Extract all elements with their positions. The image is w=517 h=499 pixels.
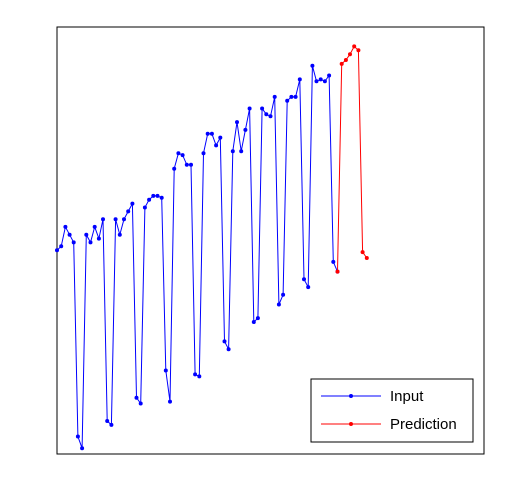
data-point-input — [130, 201, 135, 206]
data-point-input — [189, 162, 193, 167]
series-layer — [55, 44, 369, 451]
data-point-input — [209, 131, 214, 136]
data-point-input — [172, 166, 177, 171]
data-point-input — [230, 149, 235, 154]
data-point-input — [243, 127, 248, 132]
data-point-prediction — [335, 269, 340, 274]
legend-box — [310, 378, 474, 443]
data-point-prediction — [360, 250, 365, 255]
data-point-input — [201, 151, 206, 156]
data-point-input — [142, 205, 147, 210]
data-point-input — [235, 120, 239, 125]
data-point-input — [80, 446, 85, 451]
data-point-input — [59, 244, 64, 249]
data-point-input — [226, 347, 231, 352]
data-point-input — [71, 240, 76, 245]
legend-label-input: Input — [390, 388, 424, 405]
data-point-input — [251, 320, 256, 324]
data-point-input — [88, 240, 93, 245]
data-point-input — [289, 94, 294, 99]
data-point-input — [255, 316, 260, 321]
data-point-input — [138, 401, 143, 406]
data-point-input — [96, 236, 101, 241]
legend-marker-input — [349, 394, 353, 398]
data-point-input — [247, 106, 252, 111]
data-point-input — [75, 434, 80, 439]
data-point-input — [310, 63, 315, 68]
data-point-input — [122, 217, 126, 222]
data-point-input — [193, 372, 198, 377]
data-point-input — [63, 224, 68, 229]
data-point-prediction — [339, 61, 344, 66]
data-point-input — [109, 422, 114, 427]
data-point-input — [285, 98, 290, 103]
data-point-prediction — [364, 256, 369, 260]
data-point-prediction — [356, 48, 361, 53]
data-point-input — [159, 195, 164, 200]
data-point-input — [314, 79, 319, 84]
data-point-input — [318, 77, 323, 82]
data-point-input — [163, 368, 168, 373]
data-point-input — [205, 131, 210, 136]
data-point-input — [327, 73, 332, 78]
data-point-input — [184, 162, 189, 167]
data-point-input — [67, 232, 72, 237]
data-point-input — [260, 106, 265, 111]
data-point-input — [302, 277, 306, 282]
data-point-input — [92, 224, 97, 229]
data-point-prediction — [348, 52, 352, 57]
data-point-input — [264, 112, 269, 117]
data-point-input — [268, 114, 273, 119]
data-point-input — [239, 149, 244, 154]
data-point-prediction — [352, 44, 357, 49]
data-point-input — [117, 232, 122, 237]
data-point-prediction — [343, 58, 348, 62]
data-point-input — [197, 374, 202, 379]
data-point-input — [105, 419, 110, 423]
data-point-input — [113, 217, 118, 222]
data-point-input — [84, 232, 89, 237]
data-point-input — [214, 143, 219, 148]
data-point-input — [126, 209, 131, 214]
data-point-input — [218, 135, 223, 140]
data-point-input — [306, 285, 311, 290]
data-point-input — [297, 77, 302, 82]
data-point-input — [331, 259, 336, 264]
data-point-input — [272, 94, 277, 99]
data-point-input — [176, 151, 181, 156]
data-point-input — [276, 302, 281, 307]
data-point-input — [180, 153, 185, 158]
data-point-input — [147, 197, 152, 202]
legend: Input Prediction — [310, 378, 474, 443]
data-point-input — [101, 217, 105, 222]
legend-label-prediction: Prediction — [390, 416, 457, 433]
data-point-input — [222, 339, 227, 344]
data-point-input — [55, 248, 59, 253]
data-point-input — [293, 94, 298, 99]
data-point-input — [281, 292, 286, 297]
data-point-input — [134, 395, 139, 400]
data-point-input — [155, 193, 160, 198]
data-point-input — [168, 399, 172, 404]
data-point-input — [151, 193, 156, 198]
data-point-input — [322, 79, 327, 84]
legend-marker-prediction — [349, 422, 353, 426]
